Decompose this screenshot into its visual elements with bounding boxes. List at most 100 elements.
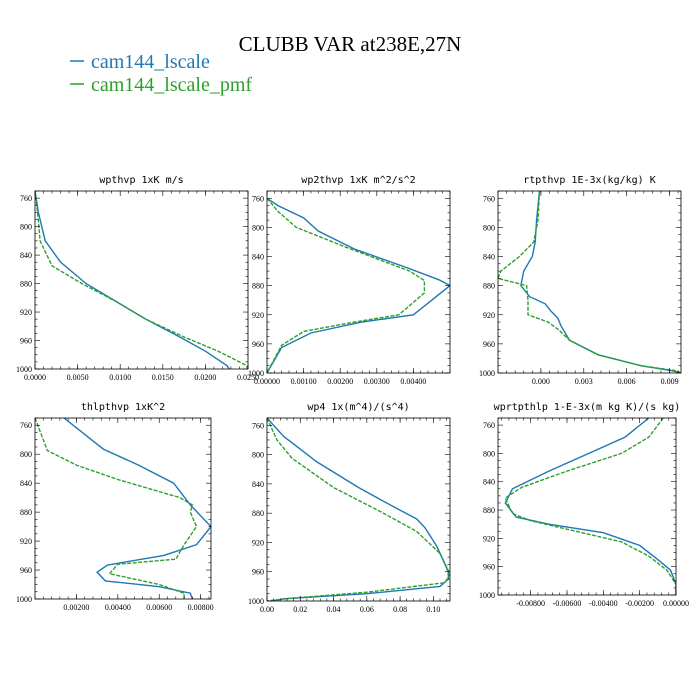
y-tick-label: 1000	[479, 369, 495, 378]
y-tick-label: 920	[483, 311, 495, 320]
y-tick-label: 800	[483, 449, 495, 458]
y-tick-label: 760	[483, 194, 495, 203]
series-line-2	[504, 418, 676, 595]
x-tick-label: 0.006	[618, 377, 636, 386]
x-tick-label: -0.00200	[625, 599, 654, 608]
y-tick-label: 800	[252, 223, 264, 232]
plot-frame	[34, 190, 249, 370]
y-tick-label: 920	[20, 308, 32, 317]
series-line-1	[63, 418, 211, 599]
plot-frame	[34, 417, 212, 600]
plot-frame	[497, 190, 682, 374]
x-tick-label: 0.0100	[109, 373, 131, 382]
y-tick-label: 960	[20, 337, 32, 346]
y-tick-label: 920	[20, 537, 32, 546]
y-tick-label: 880	[252, 509, 264, 518]
x-tick-label: 0.00600	[146, 603, 172, 612]
x-tick-label: 0.00800	[188, 603, 214, 612]
panel-3: rtpthvp 1E-3x(kg/kg) K 760 800 840 880 920 960…	[479, 175, 682, 386]
panel-title: wpthvp 1xK m/s	[99, 175, 183, 186]
x-tick-label: 0.00000	[254, 377, 280, 386]
y-tick-label: 920	[483, 534, 495, 543]
series-line-2	[498, 191, 681, 373]
y-tick-label: 760	[483, 421, 495, 430]
y-tick-label: 960	[252, 568, 264, 577]
panel-5: wp4 1x(m^4)/(s^4)76080084088092096010000…	[248, 402, 451, 614]
panel-4: thlpthvp 1xK^2 760 800 840 880 920 960 1000 0.00…	[16, 402, 214, 612]
series-line-1	[267, 197, 450, 373]
plot-frame	[266, 190, 451, 374]
panel-title: wp2thvp 1xK m^2/s^2	[301, 175, 415, 186]
y-tick-label: 840	[252, 480, 264, 489]
x-tick-label: 0.00000	[663, 599, 689, 608]
panel-title: rtpthvp 1E-3x(kg/kg) K	[523, 175, 655, 186]
y-tick-label: 800	[483, 223, 495, 232]
x-tick-label: 0.0050	[67, 373, 89, 382]
y-tick-label: 880	[483, 282, 495, 291]
series-line-1	[267, 418, 449, 601]
x-tick-label: -0.00400	[589, 599, 618, 608]
x-tick-label: 0.00300	[364, 377, 390, 386]
y-tick-label: 1000	[16, 595, 32, 604]
x-tick-label: 0.00200	[63, 603, 89, 612]
x-tick-label: -0.00800	[516, 599, 545, 608]
y-tick-label: 840	[20, 251, 32, 260]
y-tick-label: 960	[252, 340, 264, 349]
y-tick-label: 880	[483, 506, 495, 515]
legend: cam144_lscale cam144_lscale_pmf	[70, 51, 252, 96]
series-line-2	[267, 197, 426, 373]
x-tick-label: 0.0000	[24, 373, 46, 382]
y-tick-label: 760	[252, 421, 264, 430]
panel-6: wprtpthlp 1-E-3x(m kg K)/(s kg) 760 800 840…	[479, 402, 689, 608]
y-tick-label: 800	[252, 451, 264, 460]
x-tick-label: 0.08	[393, 605, 407, 614]
panel-2: wp2thvp 1xK m^2/s^2 760 800 840 880 920 960 100…	[248, 175, 451, 386]
plot-frame	[266, 417, 451, 602]
series-line-2	[35, 418, 198, 599]
series-line-2	[267, 418, 450, 601]
x-tick-label: -0.00600	[553, 599, 582, 608]
panel-title: thlpthvp 1xK^2	[81, 402, 165, 413]
y-tick-label: 880	[252, 282, 264, 291]
y-tick-label: 760	[20, 421, 32, 430]
x-tick-label: 0.0150	[152, 373, 174, 382]
x-tick-label: 0.00100	[291, 377, 317, 386]
series-line-1	[504, 418, 676, 595]
y-tick-label: 800	[20, 450, 32, 459]
y-tick-label: 840	[483, 253, 495, 262]
y-tick-label: 1000	[479, 591, 495, 600]
x-tick-label: 0.06	[360, 605, 374, 614]
y-tick-label: 880	[20, 508, 32, 517]
series-line-2	[35, 191, 248, 369]
x-tick-label: 0.00200	[327, 377, 353, 386]
y-tick-label: 880	[20, 280, 32, 289]
x-tick-label: 0.00400	[400, 377, 426, 386]
x-tick-label: 0.000	[532, 377, 550, 386]
series-line-1	[35, 191, 230, 369]
x-tick-label: 0.009	[661, 377, 679, 386]
panels-grid: wpthvp 1xK m/s76080084088092096010000.00…	[16, 175, 689, 614]
series-line-1	[520, 191, 681, 373]
x-tick-label: 0.00400	[105, 603, 131, 612]
x-tick-label: 0.10	[426, 605, 440, 614]
plot-frame	[497, 417, 677, 596]
y-tick-label: 760	[20, 194, 32, 203]
legend-label-2: cam144_lscale_pmf	[91, 74, 252, 96]
y-tick-label: 1000	[248, 597, 264, 606]
y-tick-label: 1000	[16, 365, 32, 374]
y-tick-label: 800	[20, 223, 32, 232]
panel-title: wp4 1x(m^4)/(s^4)	[307, 402, 409, 413]
y-tick-label: 840	[20, 479, 32, 488]
y-tick-label: 960	[483, 340, 495, 349]
y-tick-label: 960	[20, 566, 32, 575]
y-tick-label: 920	[252, 538, 264, 547]
panel-title: wprtpthlp 1-E-3x(m kg K)/(s kg)	[494, 402, 681, 413]
y-tick-label: 1000	[248, 369, 264, 378]
x-tick-label: 0.04	[327, 605, 341, 614]
x-tick-label: 0.00	[260, 605, 274, 614]
x-tick-label: 0.003	[575, 377, 593, 386]
panel-1: wpthvp 1xK m/s76080084088092096010000.00…	[16, 175, 259, 382]
x-tick-label: 0.0200	[194, 373, 216, 382]
legend-label-1: cam144_lscale	[91, 51, 210, 73]
